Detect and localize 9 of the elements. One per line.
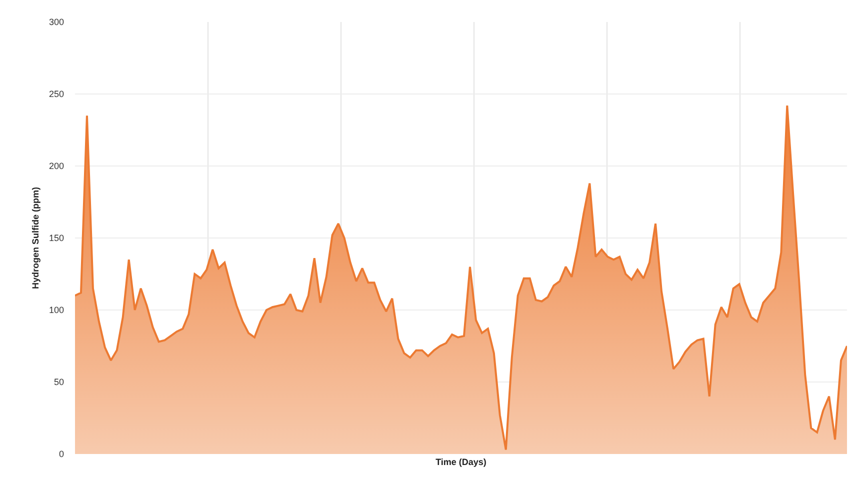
- x-axis-title: Time (Days): [436, 456, 486, 467]
- y-tick-label: 300: [48, 17, 64, 28]
- y-tick-label: 150: [48, 233, 64, 244]
- y-tick-label: 200: [48, 161, 64, 172]
- y-tick-label: 50: [54, 377, 64, 388]
- y-axis-title: Hydrogen Sulfide (ppm): [30, 187, 40, 289]
- y-tick-label: 100: [48, 305, 64, 316]
- y-tick-label: 250: [48, 89, 64, 100]
- y-tick-label: 0: [58, 449, 64, 460]
